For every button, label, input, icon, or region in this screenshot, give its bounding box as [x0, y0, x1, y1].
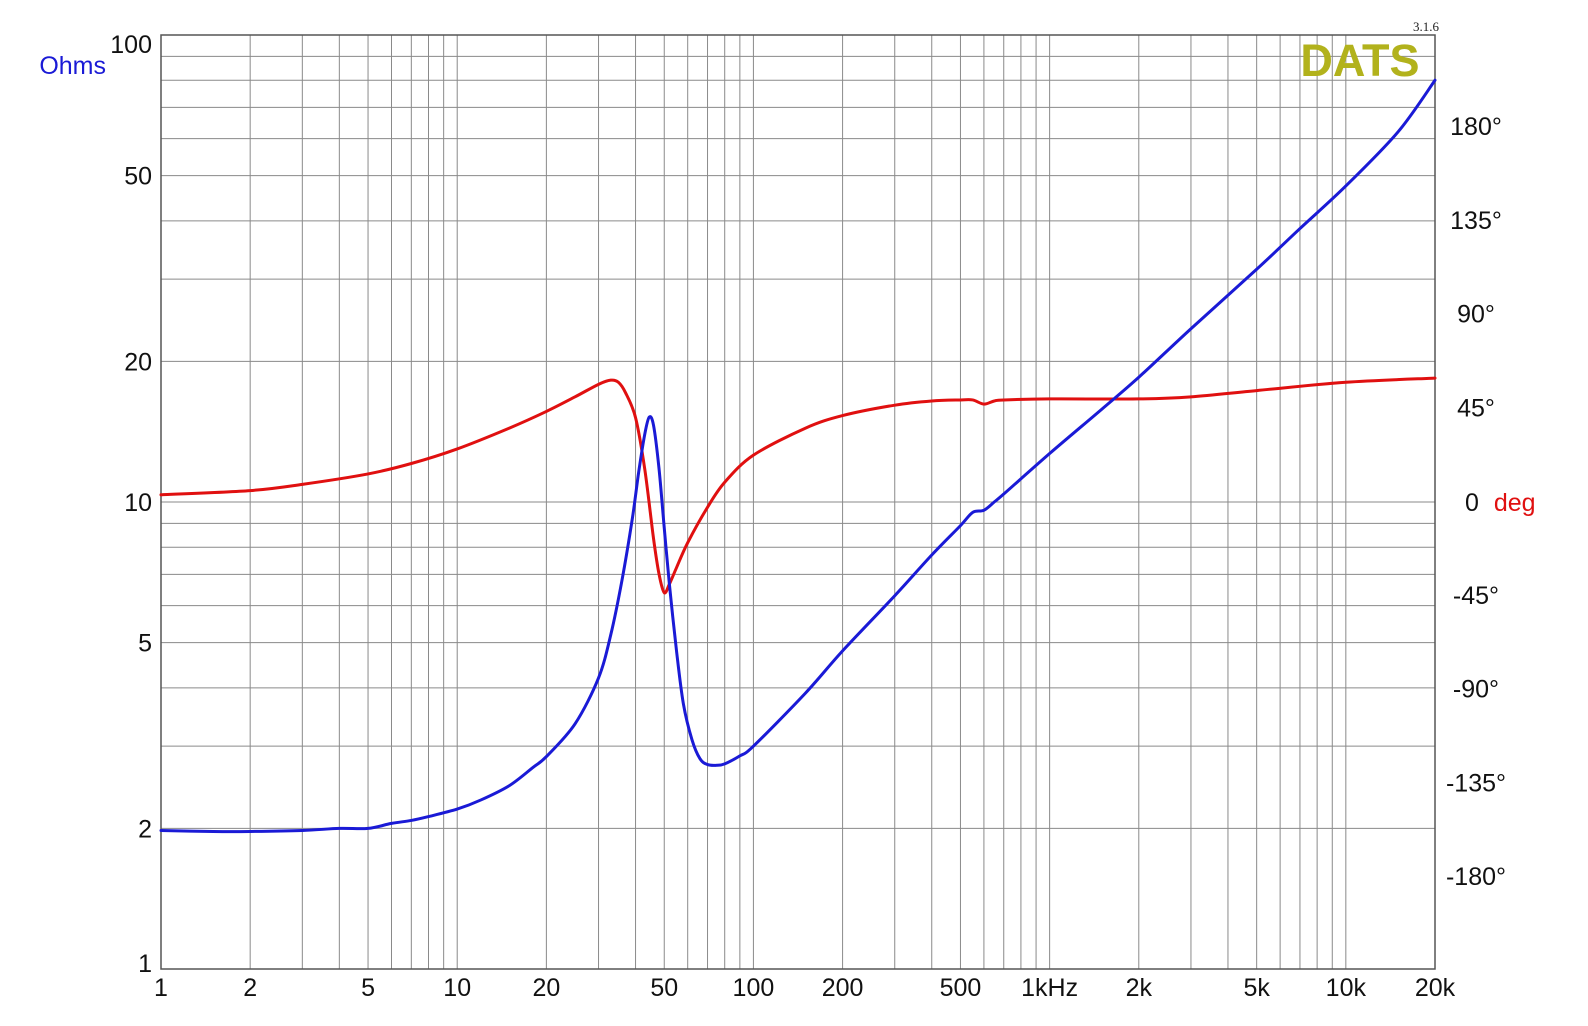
y-tick-label: 50 — [124, 163, 152, 191]
x-tick-label: 10k — [1326, 974, 1367, 1002]
y2-tick-label: 180° — [1450, 113, 1502, 141]
x-tick-label: 500 — [940, 974, 982, 1002]
x-axis-tick-labels: 1 2 5 10 20 50 100 200 500 1kHz 2k 5k 10k 20k — [154, 974, 1456, 1002]
x-tick-label: 1kHz — [1021, 974, 1078, 1002]
y-tick-label: 100 — [110, 31, 152, 59]
software-version: 3.1.6 — [1413, 19, 1440, 34]
dats-logo: DATS — [1300, 35, 1419, 86]
x-tick-label: 5 — [361, 974, 375, 1002]
grid-lines — [161, 35, 1435, 969]
y2-tick-label: -180° — [1446, 863, 1506, 891]
y-axis-label: Ohms — [39, 52, 106, 80]
y-tick-label: 10 — [124, 489, 152, 517]
x-tick-label: 200 — [822, 974, 864, 1002]
y2-tick-label: -90° — [1453, 676, 1499, 704]
phase-curve — [159, 376, 1437, 595]
x-tick-label: 10 — [443, 974, 471, 1002]
x-tick-label: 100 — [733, 974, 775, 1002]
y-tick-label: 5 — [138, 630, 152, 658]
y-tick-label: 2 — [138, 815, 152, 843]
y2-axis-label: 0 deg — [1465, 489, 1536, 517]
x-tick-label: 2 — [243, 974, 257, 1002]
plot-frame — [160, 34, 1436, 970]
y2-tick-label: -135° — [1446, 769, 1506, 797]
y2-axis-unit: deg — [1494, 489, 1536, 517]
impedance-curve — [159, 78, 1437, 834]
x-tick-label: 50 — [650, 974, 678, 1002]
x-tick-label: 5k — [1243, 974, 1270, 1002]
x-tick-label: 20 — [532, 974, 560, 1002]
x-tick-label: 1 — [154, 974, 168, 1002]
y2-axis-tick-labels: 180° 135° 90° 45° -45° -90° -135° -180° — [1446, 113, 1506, 891]
y2-tick-label: 135° — [1450, 207, 1502, 235]
y-tick-label: 1 — [138, 950, 152, 978]
y2-tick-label: -45° — [1453, 582, 1499, 610]
y-axis-tick-labels: 1 2 5 10 20 50 100 — [110, 31, 152, 978]
y2-axis-zero: 0 — [1465, 489, 1479, 517]
x-tick-label: 20k — [1415, 974, 1456, 1002]
y2-tick-label: 45° — [1457, 394, 1495, 422]
curves — [159, 78, 1437, 834]
y-tick-label: 20 — [124, 348, 152, 376]
y2-tick-label: 90° — [1457, 301, 1495, 329]
x-tick-label: 2k — [1126, 974, 1153, 1002]
